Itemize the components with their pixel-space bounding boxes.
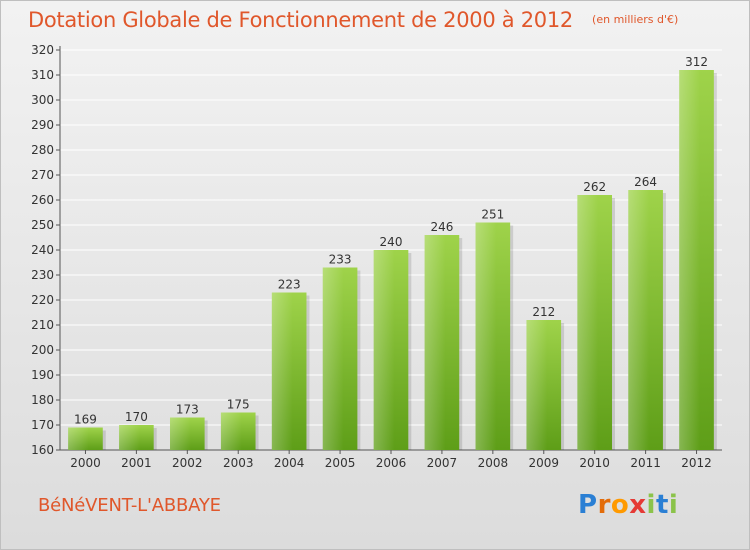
x-tick-label: 2008	[478, 456, 509, 470]
data-label: 212	[532, 305, 555, 319]
bar-highlight	[577, 195, 613, 450]
y-tick-label: 180	[31, 393, 54, 407]
bar-highlight	[424, 235, 460, 450]
data-label: 170	[125, 410, 148, 424]
chart-title: Dotation Globale de Fonctionnement de 20…	[28, 8, 573, 32]
bar-highlight	[271, 292, 307, 450]
x-tick-label: 2001	[121, 456, 152, 470]
logo-letter: x	[629, 490, 647, 520]
x-tick-label: 2005	[325, 456, 356, 470]
bar-highlight	[220, 412, 256, 450]
y-tick-label: 170	[31, 418, 54, 432]
y-tick-label: 220	[31, 293, 54, 307]
bar-highlight	[526, 320, 562, 450]
y-tick-label: 280	[31, 143, 54, 157]
proxiti-logo: Proxiti	[578, 490, 678, 520]
y-tick-label: 270	[31, 168, 54, 182]
chart-subtitle: (en milliers d'€)	[592, 13, 679, 26]
y-tick-label: 190	[31, 368, 54, 382]
y-tick-label: 160	[31, 443, 54, 457]
bar-highlight	[373, 250, 409, 450]
data-label: 169	[74, 413, 97, 427]
bar-highlight	[322, 267, 358, 450]
x-tick-label: 2004	[274, 456, 305, 470]
y-tick-label: 310	[31, 68, 54, 82]
bar-highlight	[169, 417, 205, 450]
data-label: 173	[176, 403, 199, 417]
data-label: 233	[329, 253, 352, 267]
y-tick-label: 300	[31, 93, 54, 107]
data-label: 175	[227, 398, 250, 412]
y-tick-label: 320	[31, 43, 54, 57]
logo-letter: i	[668, 490, 679, 520]
y-tick-label: 290	[31, 118, 54, 132]
data-label: 240	[380, 235, 403, 249]
title-row: Dotation Globale de Fonctionnement de 20…	[28, 8, 678, 32]
logo-letter: t	[655, 490, 669, 520]
x-tick-label: 2000	[70, 456, 101, 470]
data-label: 262	[583, 180, 606, 194]
logo-letter: o	[610, 490, 630, 520]
y-tick-label: 200	[31, 343, 54, 357]
x-tick-label: 2011	[630, 456, 661, 470]
y-tick-label: 260	[31, 193, 54, 207]
bar-highlight	[628, 190, 663, 450]
logo-letter: r	[597, 490, 611, 520]
bar-highlight	[475, 222, 511, 450]
logo-letter: i	[646, 490, 656, 520]
logo-letter: P	[578, 490, 598, 520]
data-label: 264	[634, 175, 657, 189]
x-tick-label: 2006	[376, 456, 407, 470]
x-tick-label: 2002	[172, 456, 203, 470]
data-label: 312	[685, 55, 708, 69]
bar-highlight	[679, 70, 714, 450]
x-tick-label: 2012	[681, 456, 712, 470]
bar-highlight	[119, 425, 154, 450]
data-label: 223	[278, 278, 301, 292]
x-tick-label: 2003	[223, 456, 254, 470]
y-tick-label: 250	[31, 218, 54, 232]
bar-highlight	[68, 427, 103, 450]
x-tick-label: 2010	[579, 456, 610, 470]
y-tick-label: 230	[31, 268, 54, 282]
data-label: 246	[430, 220, 453, 234]
commune-name: BéNéVENT-L'ABBAYE	[38, 495, 221, 516]
x-tick-label: 2007	[427, 456, 458, 470]
data-label: 251	[481, 208, 504, 222]
y-tick-label: 240	[31, 243, 54, 257]
x-tick-label: 2009	[528, 456, 559, 470]
y-tick-label: 210	[31, 318, 54, 332]
